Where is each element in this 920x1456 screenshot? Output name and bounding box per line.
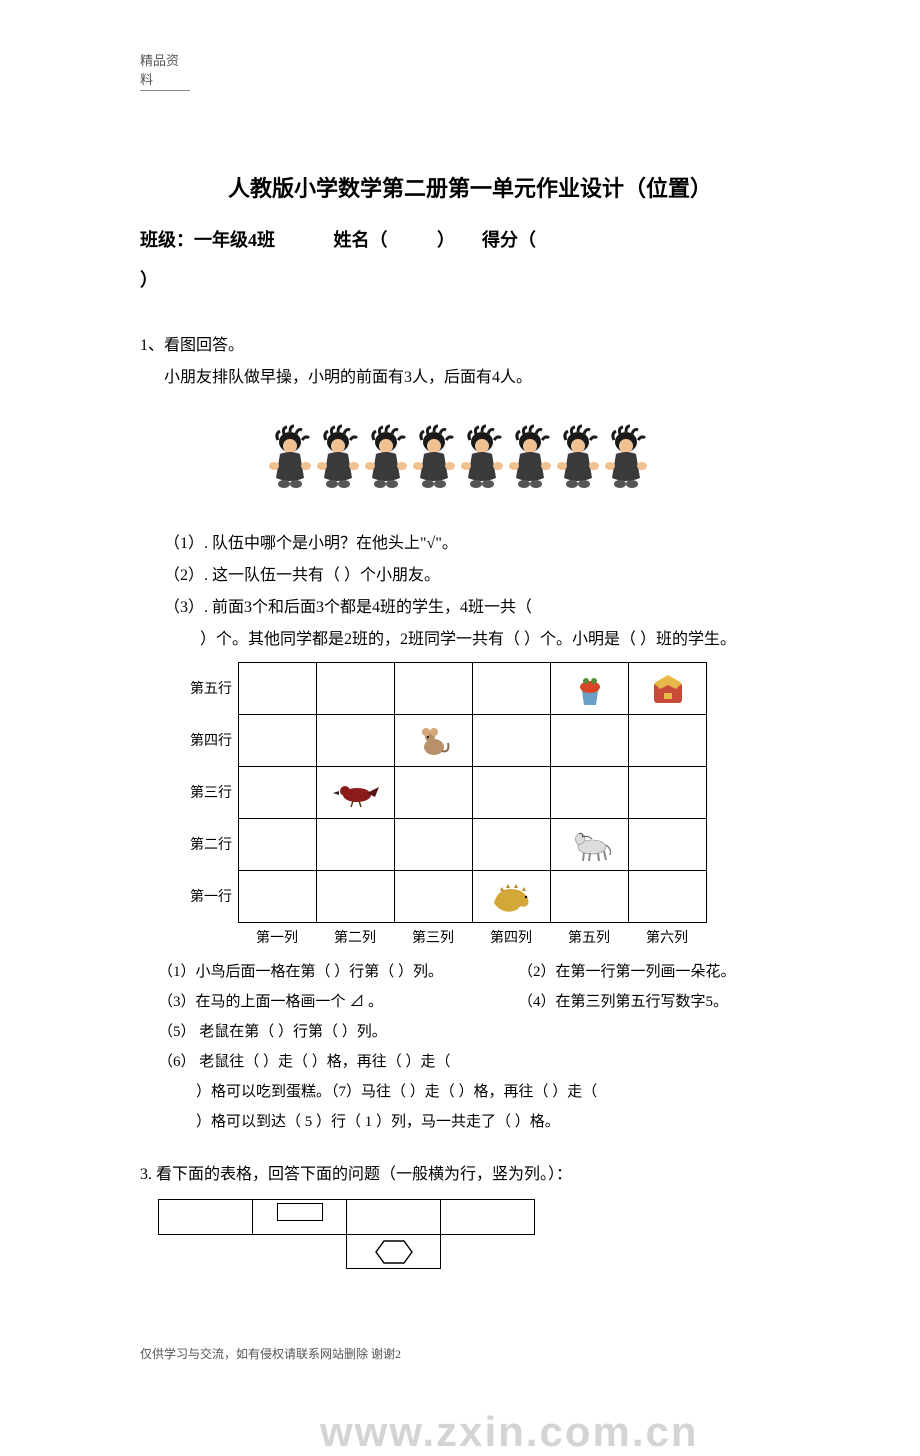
cell-dino: [473, 871, 551, 923]
row-labels: 第五行 第四行 第三行 第二行 第一行: [186, 662, 232, 922]
q2-item6: （6） 老鼠往（ ）走（ ）格，再往（ ）走（: [158, 1047, 800, 1077]
question-3: 3. 看下面的表格，回答下面的问题（一般横为行，竖为列。）：: [140, 1159, 800, 1269]
q2-item5: （5） 老鼠在第（ ）行第（ ）列。: [158, 1017, 800, 1047]
q1-sub3b: ）个。其他同学都是2班的，2班同学一共有（ ）个。小明是（ ）班的学生。: [140, 624, 800, 656]
q2-item6c: ）格可以到达（ 5 ）行（ 1 ）列，马一共走了（ ）格。: [158, 1107, 800, 1137]
col-label-3: 第三列: [394, 927, 472, 947]
grid-wrap: 第五行 第四行 第三行 第二行 第一行: [186, 662, 800, 923]
rectangle-shape: [277, 1203, 323, 1221]
row-label-1: 第一行: [186, 870, 232, 922]
row-label-5: 第五行: [186, 662, 232, 714]
question-2: 2. 第五行 第四行 第三行 第二行 第一行: [140, 662, 800, 1137]
q1-sub2: （2）. 这一队伍一共有（ ）个小朋友。: [140, 560, 800, 592]
document-title: 人教版小学数学第二册第一单元作业设计（位置）: [140, 171, 800, 203]
row-label-2: 第二行: [186, 818, 232, 870]
name-label: 姓名（: [334, 230, 388, 250]
row-label-3: 第三行: [186, 766, 232, 818]
col-label-2: 第二列: [316, 927, 394, 947]
col-label-5: 第五列: [550, 927, 628, 947]
row-label-4: 第四行: [186, 714, 232, 766]
q2-item1: （1）小鸟后面一格在第（ ）行第（ ）列。: [158, 957, 518, 987]
cell-horse: [551, 819, 629, 871]
position-grid: [238, 662, 707, 923]
class-label: 班级：一年级4班: [140, 230, 275, 250]
cell-mouse: [395, 715, 473, 767]
footer: 仅供学习与交流，如有侵权请联系网站删除 谢谢2: [140, 1345, 401, 1362]
q2-item6b: ）格可以吃到蛋糕。（7）马往（ ）走（ ）格，再往（ ）走（: [158, 1077, 800, 1107]
watermark: www.zxin.com.cn: [320, 1408, 699, 1456]
question-1: 1、看图回答。 小朋友排队做早操，小明的前面有3人，后面有4人。: [140, 330, 800, 656]
q1-sub3a: （3）. 前面3个和后面3个都是4班的学生，4班一共（: [140, 592, 800, 624]
name-close: ）: [437, 230, 455, 250]
score-label: 得分（: [482, 230, 536, 250]
info-line: 班级：一年级4班 姓名（ ） 得分（ ）: [140, 221, 800, 300]
header-tag: 精品资料: [140, 50, 190, 91]
col-label-6: 第六列: [628, 927, 706, 947]
q3-hex-cell: [347, 1235, 441, 1269]
q3-rect-cell: [253, 1200, 347, 1235]
q1-line1: 小朋友排队做早操，小明的前面有3人，后面有4人。: [140, 362, 800, 394]
cell-cake: [551, 663, 629, 715]
col-labels: 第一列 第二列 第三列 第四列 第五列 第六列: [238, 927, 800, 947]
page: 精品资料 人教版小学数学第二册第一单元作业设计（位置） 班级：一年级4班 姓名（…: [0, 0, 920, 1388]
col-label-1: 第一列: [238, 927, 316, 947]
q3-heading: 3. 看下面的表格，回答下面的问题（一般横为行，竖为列。）：: [140, 1159, 800, 1191]
q1-sub1: （1）. 队伍中哪个是小明？在他头上"√"。: [140, 528, 800, 560]
q2-item2: （2）在第一行第一列画一朵花。: [518, 957, 736, 987]
col-label-4: 第四列: [472, 927, 550, 947]
q2-item3: （3）在马的上面一格画一个 ⊿ 。: [158, 987, 518, 1017]
q2-item4: （4）在第三列第五行写数字5。: [518, 987, 728, 1017]
hexagon-shape: [348, 1239, 439, 1265]
q2-sublist: （1）小鸟后面一格在第（ ）行第（ ）列。 （2）在第一行第一列画一朵花。 （3…: [140, 957, 800, 1137]
cell-bird: [317, 767, 395, 819]
q3-table: [158, 1199, 535, 1269]
kids-illustration: [140, 408, 800, 508]
score-close: ）: [140, 270, 158, 290]
cell-bag: [629, 663, 707, 715]
q1-heading: 1、看图回答。: [140, 330, 800, 362]
